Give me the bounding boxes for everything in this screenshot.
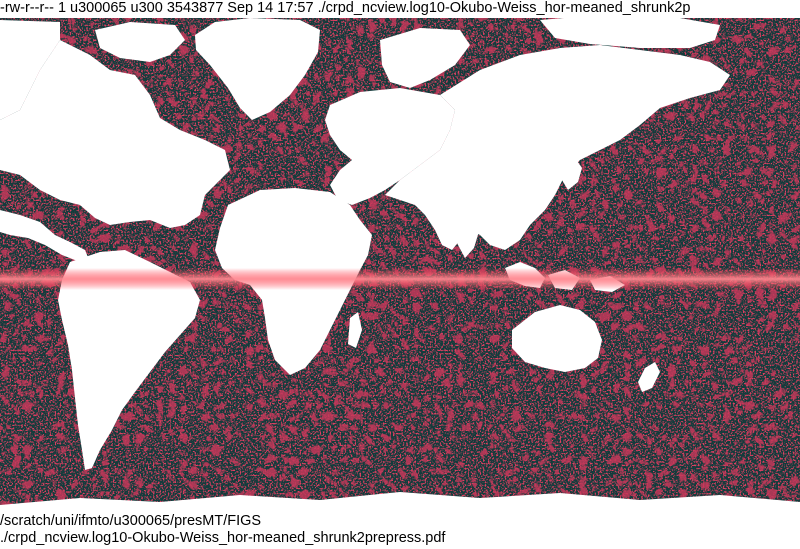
land-madagascar [348,312,362,348]
land-india [450,205,480,258]
land-japan [562,158,582,190]
equatorial-band [0,268,800,290]
land-masses [0,15,800,549]
land-siberia-north [540,15,720,48]
land-greenland [195,18,320,120]
land-australia [512,305,602,372]
land-north-america-west [0,20,60,120]
land-south-america [58,250,200,470]
file-line: ./crpd_ncview.log10-Okubo-Weiss_hor-mean… [0,530,446,546]
land-new-zealand [638,362,660,392]
land-scandinavia [380,28,470,88]
land-north-america [0,40,230,228]
file-info-line: -rw-r--r-- 1 u300065 u300 3543877 Sep 14… [0,0,691,16]
land-asia [385,45,730,250]
path-line: /scratch/uni/ifmto/u300065/presMT/FIGS [0,513,262,529]
land-central-america [0,210,90,262]
land-antarctica [0,492,800,549]
footer-caption: /scratch/uni/ifmto/u300065/presMT/FIGS .… [0,513,445,547]
land-arctic-islands [95,22,185,62]
top-blank [0,0,800,18]
land-europe [325,88,455,205]
